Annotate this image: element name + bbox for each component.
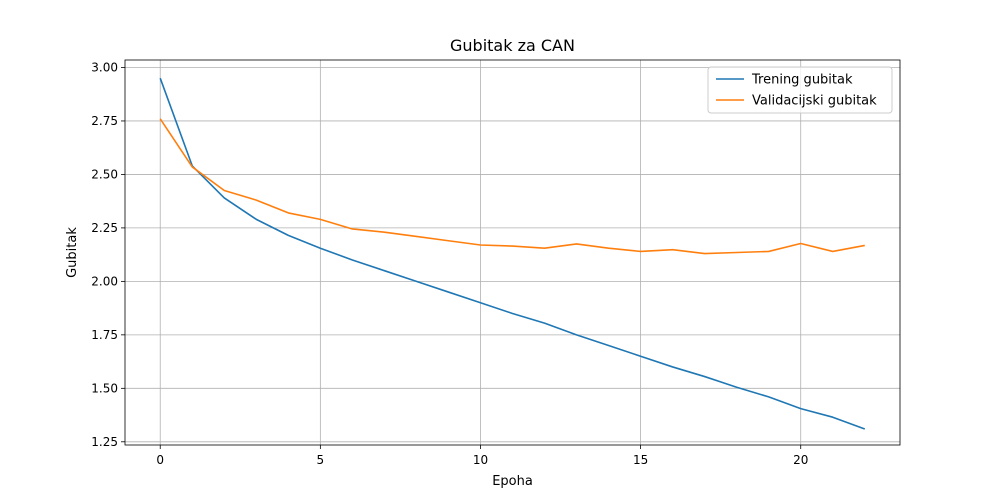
y-tick-label: 1.50 — [91, 381, 118, 395]
x-tick-label: 5 — [317, 453, 325, 467]
series-line-2 — [159, 118, 865, 255]
x-axis-ticks: 0 5 10 15 20 — [156, 445, 808, 467]
y-tick-label: 1.75 — [91, 328, 118, 342]
x-tick-label: 0 — [156, 453, 164, 467]
legend-label-1: Trening gubitak — [751, 73, 853, 88]
x-tick-label: 10 — [473, 453, 488, 467]
x-tick-label: 20 — [793, 453, 808, 467]
y-tick-label: 3.00 — [91, 60, 118, 74]
y-tick-label: 2.25 — [91, 221, 118, 235]
grid-lines — [125, 60, 900, 445]
y-tick-label: 2.75 — [91, 114, 118, 128]
x-axis-label: Epoha — [492, 474, 533, 489]
y-axis-ticks: 1.25 1.50 1.75 2.00 2.25 2.50 2.75 3.00 — [91, 60, 125, 449]
legend: Trening gubitak Validacijski gubitak — [707, 66, 893, 114]
series-line-1 — [159, 77, 866, 430]
x-tick-label: 15 — [633, 453, 648, 467]
y-tick-label: 2.00 — [91, 274, 118, 288]
plot-frame — [124, 59, 901, 446]
legend-box — [707, 66, 893, 114]
y-tick-label: 1.25 — [91, 435, 118, 449]
chart-title: Gubitak za CAN — [450, 36, 575, 55]
legend-label-2: Validacijski gubitak — [752, 94, 877, 109]
y-tick-label: 2.50 — [91, 167, 118, 181]
y-axis-label: Gubitak — [65, 227, 80, 278]
series-lines — [159, 77, 866, 430]
